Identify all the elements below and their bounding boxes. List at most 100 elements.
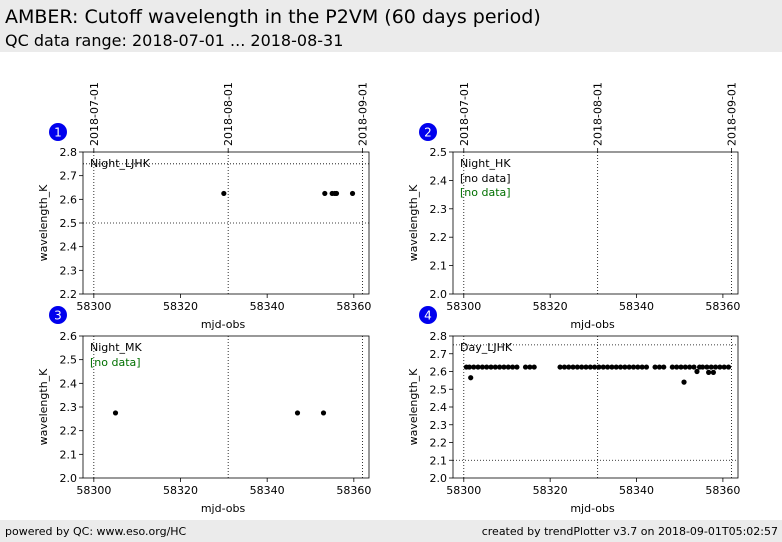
plot-2-ytick-label-5: 2.5 [430,146,448,159]
plot-4-frame [452,335,739,479]
plot-4-point-56 [717,364,723,370]
plot-4-point-31 [617,364,624,370]
plot-3-series-label: Night_MK [90,341,143,354]
page-header: AMBER: Cutoff wavelength in the P2VM (60… [0,0,782,52]
footer-credit: powered by QC: www.eso.org/HC [5,525,187,538]
plot-2-xlabel: mjd-obs [570,318,615,331]
plot-1-ytick-label-6: 2.8 [60,146,78,159]
plot-4-ytick-label-6: 2.6 [430,366,448,379]
page-footer: powered by QC: www.eso.org/HC created by… [0,520,782,542]
plot-4-point-9 [497,364,503,370]
plot-2-xtick-label-3: 58360 [705,300,740,313]
plot-4-point-58 [725,364,732,370]
plot-1-ytick-label-3: 2.5 [60,217,78,230]
plot-1-badge [49,123,67,141]
plot-4-point-36 [639,364,645,370]
footer-created-by: created by trendPlotter v3.7 on 2018-09-… [481,525,778,538]
plot-1-xtick-label-3: 58360 [336,300,371,313]
plot-4-point-48 [694,368,700,375]
plot-3-ytick-label-4: 2.4 [60,377,78,390]
plot-2-ytick-label-2: 2.2 [430,231,448,244]
plot-2-ytick-label-3: 2.3 [430,203,448,216]
plot-2-no-data: [no data] [460,172,511,185]
page-subtitle: QC data range: 2018-07-01 ... 2018-08-31 [5,31,344,50]
plot-1-xlabel: mjd-obs [201,318,246,331]
plot-3-badge-number: 3 [54,309,62,323]
plot-4-point-25 [592,364,598,370]
plot-4-point-52 [706,369,712,375]
plot-1-ytick-label-4: 2.6 [60,193,78,206]
plot-4-xtick-label-3: 58360 [705,484,740,497]
plot-4-point-20 [570,364,576,370]
plot-3-xtick-label-0: 58300 [76,484,111,497]
plot-4-ytick-label-5: 2.5 [430,383,448,396]
plot-4-point-28 [604,364,611,370]
plot-4-point-54 [710,369,716,375]
plot-4-ytick-label-4: 2.4 [430,401,448,414]
plot-3-xtick-label-3: 58360 [336,484,371,497]
plot-2-no-data-green: [no data] [460,186,511,199]
plot-1-point-0 [221,190,227,197]
plot-4-point-30 [613,364,619,370]
plot-3-point-1 [294,410,301,416]
plot-4-point-15 [527,364,533,370]
plot-3-point-2 [320,410,327,416]
plot-4-point-33 [626,364,632,370]
plot-2-xtick-label-2: 58340 [619,300,654,313]
plot-4-point-32 [622,364,628,370]
plot-2-frame [452,151,739,295]
plot-2-date-label-0: 2018-07-01 [458,82,471,146]
plot-3-badge [49,306,67,324]
plot-1-ytick-label-2: 2.4 [60,241,78,254]
plot-4-xtick-label-2: 58340 [619,484,654,497]
plot-4-ylabel: wavelength_K [407,368,420,446]
plot-1-ytick-label-1: 2.3 [60,264,78,277]
page-title: AMBER: Cutoff wavelength in the P2VM (60… [5,6,541,28]
plot-3-ytick-label-3: 2.3 [60,401,78,414]
plot-1-series-label: Night_LJHK [90,157,151,170]
plot-4-point-55 [712,364,719,370]
plot-4-point-18 [561,364,568,370]
plot-3-point-0 [112,410,119,416]
plot-1-point-4 [333,190,340,197]
plot-4-point-2 [468,375,474,381]
plot-4-series-label: Day_LJHK [460,341,513,354]
plot-1-ytick-label-0: 2.2 [60,288,78,301]
plot-4-point-12 [509,364,516,370]
plot-4-point-27 [600,364,606,370]
plot-4-ytick-label-8: 2.8 [430,330,448,343]
plot-4-point-8 [492,364,498,370]
plot-4-point-42 [674,364,680,370]
plot-4-point-19 [566,364,572,370]
plot-4-ytick-label-3: 2.3 [430,419,448,432]
plot-4-xlabel: mjd-obs [570,502,615,515]
plot-2-badge-number: 2 [424,126,432,140]
plot-4-badge [419,306,437,324]
plot-1-xtick-label-2: 58340 [250,300,285,313]
plot-2-date-label-1: 2018-08-01 [592,82,605,146]
plot-1-date-label-2: 2018-09-01 [357,82,370,146]
plot-1-ytick-label-5: 2.7 [60,170,78,183]
plot-2-ylabel: wavelength_K [407,184,420,262]
plot-4-point-34 [630,364,637,370]
plot-4-point-47 [691,364,697,370]
plot-2-badge [419,123,437,141]
plot-3-ytick-label-2: 2.2 [60,425,78,438]
plot-4-point-45 [682,364,688,370]
plot-4-point-50 [699,364,706,370]
plot-4-point-17 [557,364,563,370]
plot-1-badge-number: 1 [54,126,62,140]
plot-3-ytick-label-1: 2.1 [60,448,78,461]
plot-4-point-10 [501,364,507,370]
plot-1-xtick-label-1: 58320 [163,300,198,313]
plot-4-point-14 [522,364,529,370]
plot-4-xtick-label-0: 58300 [446,484,481,497]
plot-4-point-44 [681,379,687,385]
plot-3-xlabel: mjd-obs [201,502,246,515]
plot-4-ytick-label-0: 2.0 [430,472,448,485]
plot-2-xtick-label-0: 58300 [446,300,481,313]
plot-4-point-40 [661,364,667,370]
plot-2-series-label: Night_HK [460,157,511,170]
plot-4-point-29 [609,364,615,370]
plot-4-point-38 [652,364,658,370]
